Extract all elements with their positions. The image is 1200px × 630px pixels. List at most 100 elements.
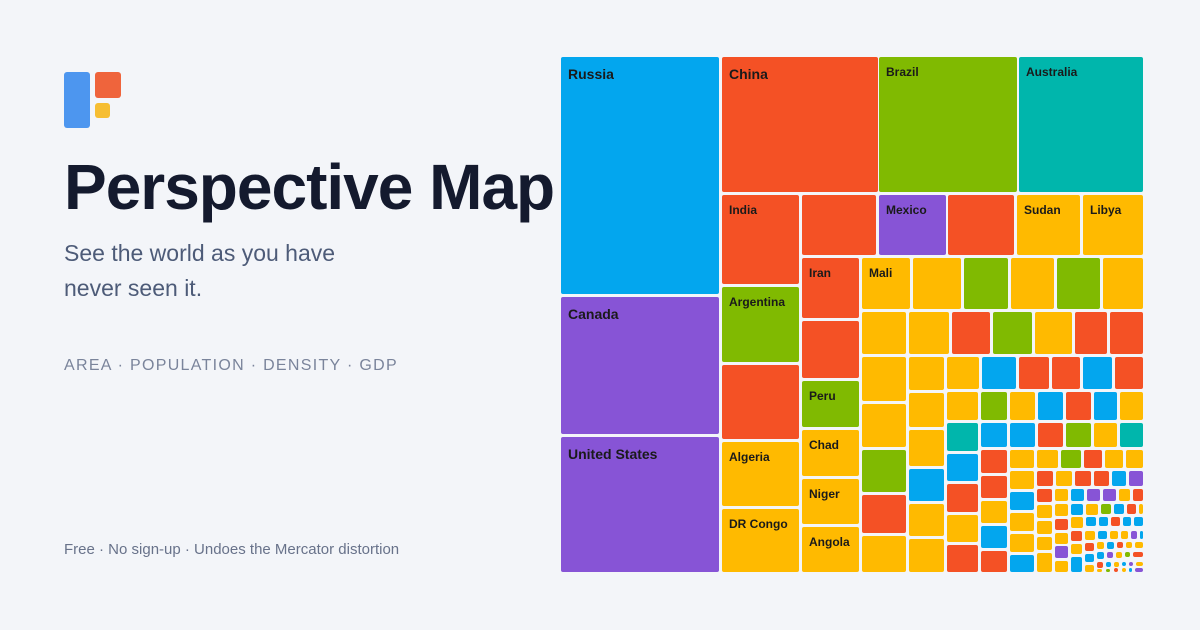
country-tile[interactable]	[1055, 504, 1068, 516]
country-tile[interactable]	[1127, 504, 1136, 514]
country-tile[interactable]	[1087, 489, 1100, 501]
country-tile[interactable]	[1120, 392, 1143, 420]
country-tile[interactable]	[1057, 258, 1100, 309]
country-tile[interactable]	[1035, 312, 1072, 354]
country-tile[interactable]	[947, 454, 978, 481]
country-tile[interactable]	[909, 357, 944, 390]
country-tile[interactable]	[1134, 517, 1143, 526]
country-tile[interactable]	[1107, 542, 1114, 549]
country-tile[interactable]	[1097, 542, 1104, 549]
country-tile-canada[interactable]: Canada	[561, 297, 719, 434]
country-tile[interactable]	[1010, 450, 1034, 468]
country-tile-angola[interactable]: Angola	[802, 527, 859, 572]
country-tile[interactable]	[1037, 505, 1052, 518]
country-tile[interactable]	[947, 392, 978, 420]
country-tile-mali[interactable]: Mali	[862, 258, 910, 309]
country-tile[interactable]	[1106, 562, 1111, 567]
country-tile[interactable]	[1126, 542, 1132, 548]
country-tile[interactable]	[1086, 504, 1098, 515]
country-tile[interactable]	[909, 393, 944, 427]
country-tile[interactable]	[1037, 553, 1052, 572]
country-tile[interactable]	[1037, 521, 1052, 534]
country-tile-libya[interactable]: Libya	[1083, 195, 1143, 255]
country-tile[interactable]	[1011, 258, 1054, 309]
country-tile[interactable]	[862, 450, 906, 492]
country-tile[interactable]	[1084, 450, 1102, 468]
country-tile[interactable]	[1120, 423, 1143, 447]
country-tile[interactable]	[1055, 489, 1068, 501]
country-tile[interactable]	[1010, 492, 1034, 510]
country-tile[interactable]	[1106, 569, 1110, 572]
country-tile[interactable]	[909, 469, 944, 501]
country-tile[interactable]	[1140, 531, 1143, 539]
country-tile[interactable]	[981, 450, 1007, 473]
country-tile[interactable]	[1119, 489, 1130, 501]
country-tile[interactable]	[1010, 392, 1035, 420]
country-tile[interactable]	[1066, 423, 1091, 447]
country-tile[interactable]	[1038, 423, 1063, 447]
country-tile[interactable]	[1126, 450, 1143, 468]
country-tile[interactable]	[1010, 534, 1034, 552]
country-tile[interactable]	[1099, 517, 1108, 526]
country-tile[interactable]	[1085, 531, 1095, 540]
country-tile[interactable]	[1105, 450, 1123, 468]
country-tile[interactable]	[1037, 489, 1052, 502]
country-tile[interactable]	[981, 526, 1007, 548]
country-tile[interactable]	[1129, 562, 1133, 566]
country-tile[interactable]	[981, 423, 1007, 447]
country-tile[interactable]	[1097, 569, 1102, 572]
country-tile[interactable]	[981, 476, 1007, 498]
country-tile[interactable]	[1101, 504, 1111, 514]
country-tile[interactable]	[862, 495, 906, 533]
country-tile[interactable]	[1085, 543, 1094, 551]
country-tile[interactable]	[947, 545, 978, 572]
country-tile[interactable]	[1110, 531, 1118, 539]
country-tile-chad[interactable]: Chad	[802, 430, 859, 476]
country-tile[interactable]	[1071, 489, 1084, 501]
country-tile[interactable]	[1071, 517, 1083, 528]
country-tile[interactable]	[1131, 531, 1137, 539]
country-tile[interactable]	[1114, 562, 1119, 567]
country-tile-peru[interactable]: Peru	[802, 381, 859, 427]
country-tile[interactable]	[1133, 552, 1143, 557]
country-tile[interactable]	[1071, 544, 1082, 554]
country-tile[interactable]	[947, 423, 978, 451]
country-tile[interactable]	[1037, 471, 1053, 486]
country-tile-sudan[interactable]: Sudan	[1017, 195, 1080, 255]
country-tile[interactable]	[802, 195, 876, 255]
country-tile[interactable]	[1129, 568, 1132, 572]
country-tile[interactable]	[1114, 568, 1118, 572]
country-tile[interactable]	[1037, 450, 1058, 468]
country-tile[interactable]	[1103, 489, 1116, 501]
country-tile-china[interactable]: China	[722, 57, 878, 192]
country-tile[interactable]	[981, 392, 1007, 420]
country-tile-mexico[interactable]: Mexico	[879, 195, 946, 255]
country-tile-brazil[interactable]: Brazil	[879, 57, 1017, 192]
country-tile[interactable]	[1097, 562, 1103, 568]
country-tile[interactable]	[1094, 423, 1117, 447]
country-tile-argentina[interactable]: Argentina	[722, 287, 799, 362]
country-tile[interactable]	[1123, 517, 1131, 526]
country-tile[interactable]	[1010, 423, 1035, 447]
country-tile[interactable]	[1085, 554, 1094, 562]
country-tile[interactable]	[1038, 392, 1063, 420]
country-tile[interactable]	[947, 484, 978, 512]
country-tile[interactable]	[909, 312, 949, 354]
country-tile[interactable]	[909, 504, 944, 536]
country-tile[interactable]	[1052, 357, 1080, 389]
country-tile[interactable]	[948, 195, 1014, 255]
country-tile[interactable]	[1075, 312, 1107, 354]
country-tile[interactable]	[1111, 517, 1120, 526]
country-tile[interactable]	[947, 515, 978, 542]
country-tile[interactable]	[1061, 450, 1081, 468]
country-tile-russia[interactable]: Russia	[561, 57, 719, 294]
country-tile[interactable]	[862, 357, 906, 401]
country-tile-niger[interactable]: Niger	[802, 479, 859, 524]
country-tile[interactable]	[1075, 471, 1091, 486]
country-tile[interactable]	[1097, 552, 1104, 559]
country-tile[interactable]	[964, 258, 1008, 309]
country-tile[interactable]	[913, 258, 961, 309]
country-tile[interactable]	[1116, 552, 1122, 558]
country-tile[interactable]	[1122, 568, 1126, 572]
country-tile[interactable]	[1139, 504, 1143, 514]
